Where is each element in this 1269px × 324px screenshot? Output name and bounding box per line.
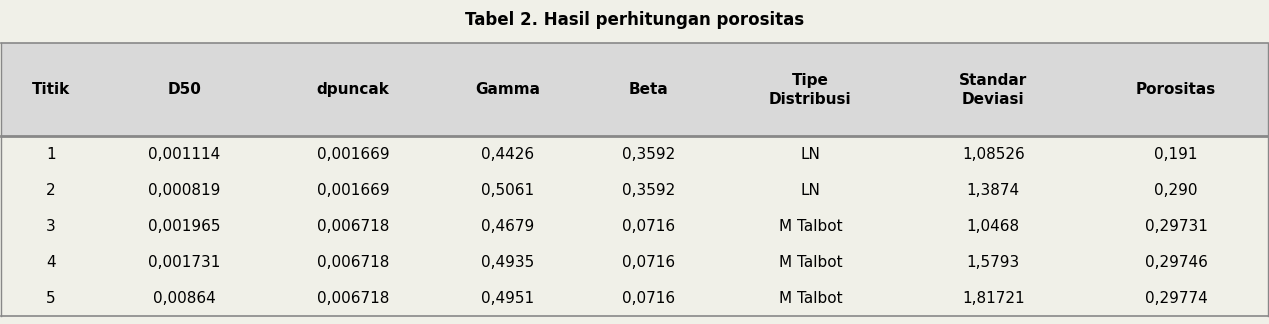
Text: 0,4426: 0,4426 xyxy=(481,147,534,162)
Text: Gamma: Gamma xyxy=(476,82,541,97)
Text: 1,0468: 1,0468 xyxy=(967,219,1020,234)
Text: 1,08526: 1,08526 xyxy=(962,147,1024,162)
Text: Porositas: Porositas xyxy=(1136,82,1216,97)
Text: 0,001669: 0,001669 xyxy=(317,147,390,162)
FancyBboxPatch shape xyxy=(1,280,1268,316)
Text: 3: 3 xyxy=(46,219,56,234)
Text: 0,001669: 0,001669 xyxy=(317,183,390,198)
Text: M Talbot: M Talbot xyxy=(779,255,843,270)
Text: 0,4679: 0,4679 xyxy=(481,219,534,234)
Text: 1,5793: 1,5793 xyxy=(967,255,1020,270)
Text: 0,001731: 0,001731 xyxy=(148,255,221,270)
Text: dpuncak: dpuncak xyxy=(317,82,390,97)
Text: Beta: Beta xyxy=(628,82,669,97)
Text: 0,006718: 0,006718 xyxy=(317,291,390,306)
Text: LN: LN xyxy=(801,147,820,162)
Text: 0,006718: 0,006718 xyxy=(317,219,390,234)
Text: 0,29746: 0,29746 xyxy=(1145,255,1208,270)
FancyBboxPatch shape xyxy=(1,136,1268,172)
Text: 0,5061: 0,5061 xyxy=(481,183,534,198)
Text: M Talbot: M Talbot xyxy=(779,219,843,234)
Text: 0,006718: 0,006718 xyxy=(317,255,390,270)
FancyBboxPatch shape xyxy=(1,43,1268,136)
Text: 1,81721: 1,81721 xyxy=(962,291,1024,306)
Text: 4: 4 xyxy=(46,255,56,270)
Text: Standar
Deviasi: Standar Deviasi xyxy=(959,73,1028,107)
Text: 0,4935: 0,4935 xyxy=(481,255,534,270)
Text: 0,3592: 0,3592 xyxy=(622,183,675,198)
Text: 0,29731: 0,29731 xyxy=(1145,219,1208,234)
Text: 0,001965: 0,001965 xyxy=(148,219,221,234)
Text: 0,001114: 0,001114 xyxy=(148,147,221,162)
Text: 0,29774: 0,29774 xyxy=(1145,291,1208,306)
Text: LN: LN xyxy=(801,183,820,198)
FancyBboxPatch shape xyxy=(1,244,1268,280)
Text: 0,000819: 0,000819 xyxy=(148,183,221,198)
Text: 5: 5 xyxy=(46,291,56,306)
Text: 0,191: 0,191 xyxy=(1155,147,1198,162)
Text: 0,3592: 0,3592 xyxy=(622,147,675,162)
Text: 1,3874: 1,3874 xyxy=(967,183,1020,198)
Text: 1: 1 xyxy=(46,147,56,162)
Text: 0,290: 0,290 xyxy=(1155,183,1198,198)
Text: Tipe
Distribusi: Tipe Distribusi xyxy=(769,73,851,107)
Text: 0,0716: 0,0716 xyxy=(622,219,675,234)
Text: 2: 2 xyxy=(46,183,56,198)
Text: M Talbot: M Talbot xyxy=(779,291,843,306)
FancyBboxPatch shape xyxy=(1,208,1268,244)
Text: Titik: Titik xyxy=(32,82,70,97)
Text: D50: D50 xyxy=(168,82,202,97)
Text: 0,4951: 0,4951 xyxy=(481,291,534,306)
Text: 0,0716: 0,0716 xyxy=(622,291,675,306)
Text: 0,00864: 0,00864 xyxy=(152,291,216,306)
Text: 0,0716: 0,0716 xyxy=(622,255,675,270)
FancyBboxPatch shape xyxy=(1,172,1268,208)
Text: Tabel 2. Hasil perhitungan porositas: Tabel 2. Hasil perhitungan porositas xyxy=(464,11,805,29)
